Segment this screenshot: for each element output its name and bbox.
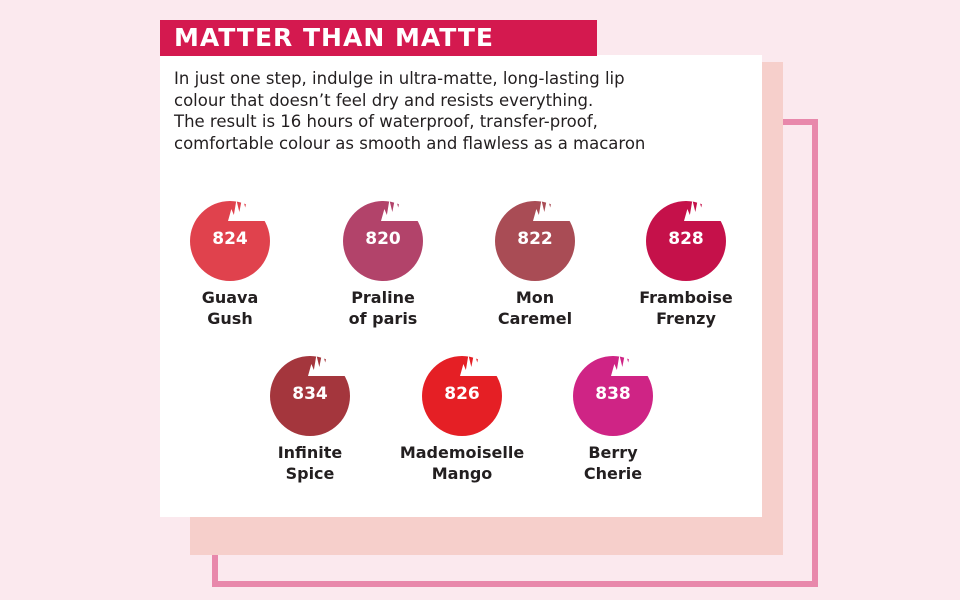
shade-swatch: 826	[422, 346, 502, 436]
shade-item-826: 826 Mademoiselle Mango	[392, 346, 532, 484]
shade-name-line: Gush	[207, 309, 253, 328]
shade-swatch: 838	[573, 346, 653, 436]
shade-swatch: 834	[270, 346, 350, 436]
shade-name-line: Guava	[201, 288, 259, 307]
title-banner	[160, 20, 597, 56]
shade-code: 828	[668, 229, 704, 249]
shade-name-line: Praline	[351, 288, 415, 307]
shade-swatch: 820	[343, 191, 423, 281]
shade-item-824: 824 Guava Gush	[160, 191, 300, 329]
shade-item-828: 828 Framboise Frenzy	[616, 191, 756, 329]
description-line: colour that doesn’t feel dry and resists…	[174, 90, 594, 110]
shade-name-line: Spice	[285, 464, 335, 483]
page-title: MATTER THAN MATTE	[174, 23, 494, 52]
shade-name-line: Caremel	[497, 309, 573, 328]
shade-name: Praline of paris	[313, 287, 453, 329]
shade-name: Berry Cherie	[543, 442, 683, 484]
shade-code: 822	[517, 229, 553, 249]
shade-swatch: 828	[646, 191, 726, 281]
shade-item-820: 820 Praline of paris	[313, 191, 453, 329]
shade-name: Mademoiselle Mango	[392, 442, 532, 484]
shade-name-line: Frenzy	[656, 309, 716, 328]
shade-name: Mon Caremel	[465, 287, 605, 329]
content-card	[160, 55, 762, 517]
shade-code: 824	[212, 229, 248, 249]
shade-name-line: Mademoiselle	[399, 443, 525, 462]
shade-item-822: 822 Mon Caremel	[465, 191, 605, 329]
description-line: comfortable colour as smooth and flawles…	[174, 133, 646, 153]
shade-name-line: Framboise	[639, 288, 733, 307]
shade-name: Guava Gush	[160, 287, 300, 329]
shade-code: 838	[595, 384, 631, 404]
shade-name-line: Cherie	[583, 464, 643, 483]
shade-name: Infinite Spice	[240, 442, 380, 484]
shade-name-line: Berry	[588, 443, 638, 462]
shade-name: Framboise Frenzy	[616, 287, 756, 329]
shade-name-line: Infinite	[277, 443, 343, 462]
description-line: The result is 16 hours of waterproof, tr…	[174, 112, 598, 131]
shade-code: 820	[365, 229, 401, 249]
shade-name-line: Mango	[431, 464, 493, 483]
description-line: In just one step, indulge in ultra-matte…	[174, 69, 625, 88]
shade-name-line: of paris	[348, 309, 418, 328]
shade-name-line: Mon	[515, 288, 555, 307]
product-description: In just one step, indulge in ultra-matte…	[174, 68, 744, 154]
shade-code: 834	[292, 384, 328, 404]
shade-code: 826	[444, 384, 480, 404]
shade-swatch: 822	[495, 191, 575, 281]
shade-item-838: 838 Berry Cherie	[543, 346, 683, 484]
shade-item-834: 834 Infinite Spice	[240, 346, 380, 484]
shade-swatch: 824	[190, 191, 270, 281]
